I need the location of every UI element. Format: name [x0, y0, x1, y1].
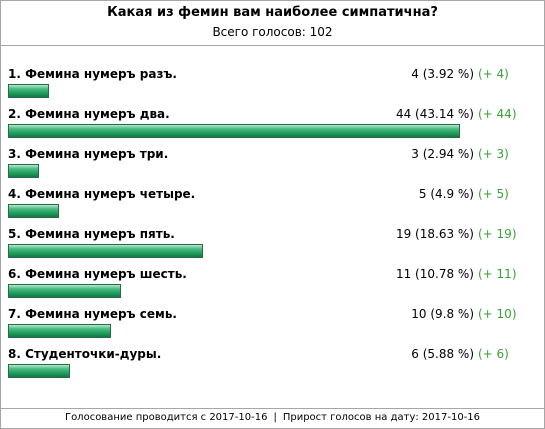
- option-label: 2. Фемина нумеръ два.: [8, 107, 170, 121]
- poll-total-label: Всего голосов:: [212, 25, 306, 39]
- poll-option-2: 2. Фемина нумеръ два. 44 (43.14 %) (+ 44…: [1, 107, 544, 147]
- option-label: 8. Студенточки-дуры.: [8, 347, 162, 361]
- option-bar: [8, 164, 39, 178]
- poll-option-4: 4. Фемина нумеръ четыре. 5 (4.9 %) (+ 5): [1, 187, 544, 227]
- option-bar: [8, 364, 70, 378]
- option-stats: 5 (4.9 %): [418, 187, 474, 201]
- option-bar: [8, 284, 121, 298]
- option-bar: [8, 324, 111, 338]
- poll-total-value: 102: [309, 25, 333, 39]
- option-delta: (+ 44): [478, 107, 517, 121]
- option-bar: [8, 124, 460, 138]
- poll-option-7: 7. Фемина нумеръ семь. 10 (9.8 %) (+ 10): [1, 307, 544, 347]
- option-delta: (+ 19): [478, 227, 517, 241]
- option-label: 6. Фемина нумеръ шесть.: [8, 267, 187, 281]
- poll-option-1: 1. Фемина нумеръ разъ. 4 (3.92 %) (+ 4): [1, 67, 544, 107]
- footer-start-date: Голосование проводится с 2017-10-16: [64, 412, 268, 423]
- option-label: 5. Фемина нумеръ пять.: [8, 227, 175, 241]
- option-label: 7. Фемина нумеръ семь.: [8, 307, 177, 321]
- option-stats: 19 (18.63 %): [395, 227, 474, 241]
- option-bar: [8, 84, 49, 98]
- option-delta: (+ 5): [478, 187, 509, 201]
- option-label: 1. Фемина нумеръ разъ.: [8, 67, 177, 81]
- option-stats: 11 (10.78 %): [395, 267, 474, 281]
- option-delta: (+ 3): [478, 147, 509, 161]
- option-stats: 10 (9.8 %): [411, 307, 474, 321]
- option-delta: (+ 6): [478, 347, 509, 361]
- poll-total: Всего голосов: 102: [1, 25, 544, 39]
- option-delta: (+ 10): [478, 307, 517, 321]
- poll-header: Какая из фемин вам наиболее симпатична? …: [1, 1, 544, 46]
- option-stats: 4 (3.92 %): [411, 67, 474, 81]
- footer-separator: |: [273, 412, 277, 423]
- poll-title: Какая из фемин вам наиболее симпатична?: [107, 5, 438, 20]
- poll-option-5: 5. Фемина нумеръ пять. 19 (18.63 %) (+ 1…: [1, 227, 544, 267]
- option-stats: 3 (2.94 %): [411, 147, 474, 161]
- option-delta: (+ 4): [478, 67, 509, 81]
- poll-option-8: 8. Студенточки-дуры. 6 (5.88 %) (+ 6): [1, 347, 544, 387]
- option-delta: (+ 11): [478, 267, 517, 281]
- option-stats: 6 (5.88 %): [411, 347, 474, 361]
- poll-option-3: 3. Фемина нумеръ три. 3 (2.94 %) (+ 3): [1, 147, 544, 187]
- option-label: 4. Фемина нумеръ четыре.: [8, 187, 196, 201]
- poll-footer: Голосование проводится с 2017-10-16 | Прир…: [1, 408, 544, 428]
- footer-growth-date: Прирост голосов на дату: 2017-10-16: [282, 412, 481, 423]
- option-bar: [8, 244, 203, 258]
- option-stats: 44 (43.14 %): [395, 107, 474, 121]
- option-bar: [8, 204, 59, 218]
- poll-option-6: 6. Фемина нумеръ шесть. 11 (10.78 %) (+ …: [1, 267, 544, 307]
- option-label: 3. Фемина нумеръ три.: [8, 147, 169, 161]
